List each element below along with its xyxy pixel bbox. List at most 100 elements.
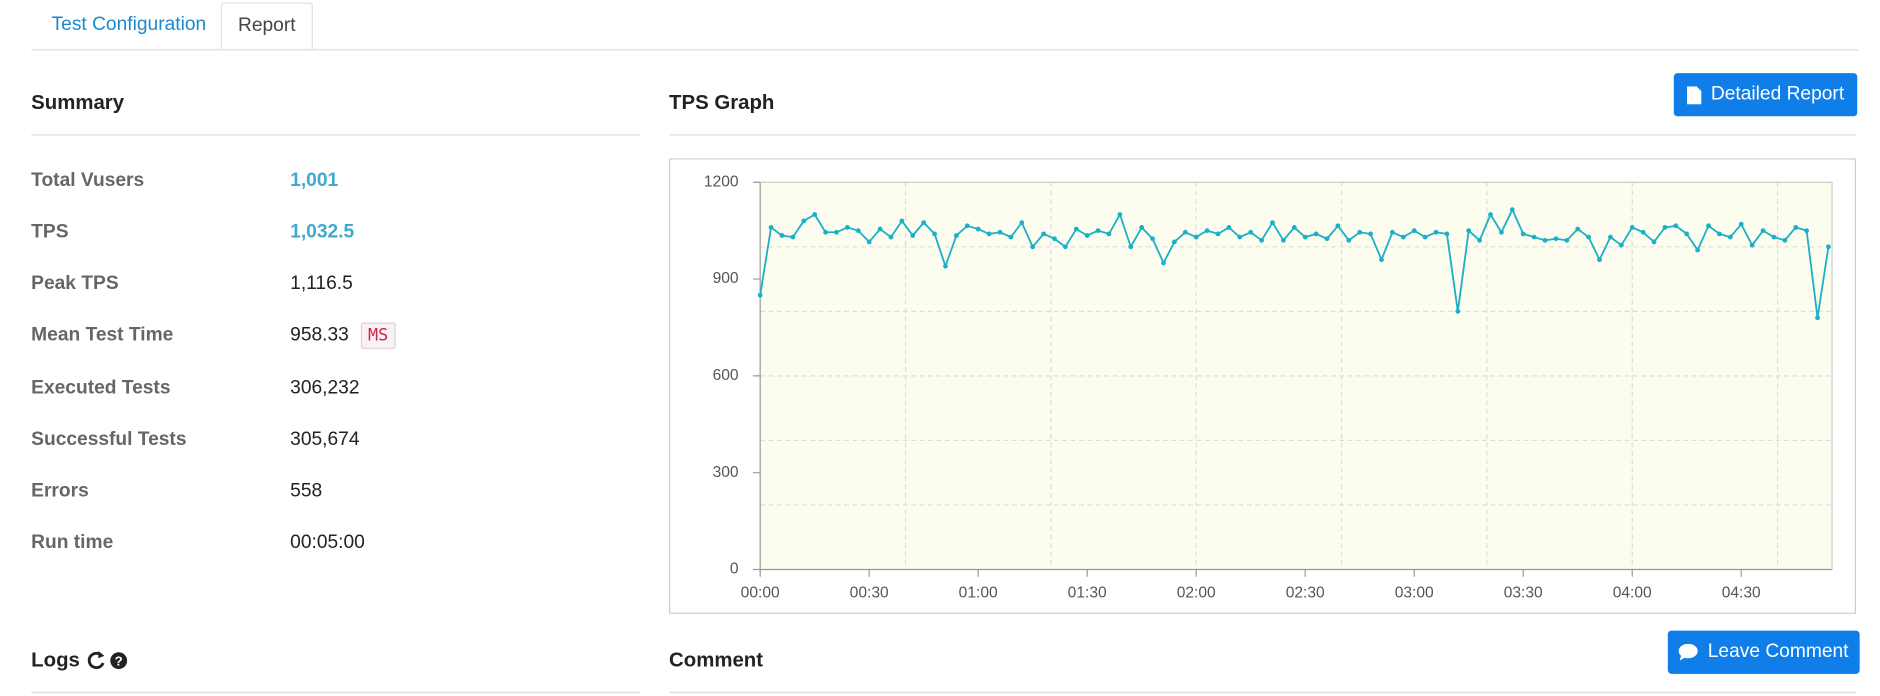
tps-point: [1422, 234, 1428, 240]
tps-point: [953, 233, 959, 238]
x-tick-label: 01:00: [959, 585, 998, 602]
summary-label: Peak TPS: [31, 273, 119, 294]
x-tick-label: 00:30: [850, 585, 889, 602]
y-tick-label: 900: [713, 270, 739, 287]
summary-value: 305,674: [290, 429, 359, 451]
tps-point: [1041, 231, 1046, 237]
y-tick-label: 1200: [704, 173, 739, 190]
tps-point: [1161, 260, 1166, 266]
button-label: Leave Comment: [1707, 641, 1849, 662]
x-tick-label: 01:30: [1068, 585, 1107, 602]
tps-point: [1117, 212, 1123, 217]
y-tick-label: 300: [713, 464, 739, 481]
tps-point: [1008, 234, 1014, 240]
tps-point: [844, 225, 850, 230]
summary-value: 1,032.5: [290, 222, 354, 244]
tps-point: [1553, 236, 1559, 242]
svg-text:?: ?: [115, 653, 123, 668]
tps-point: [1150, 236, 1155, 242]
x-tick-label: 00:00: [741, 585, 780, 602]
summary-label: Executed Tests: [31, 377, 171, 399]
tps-point: [1608, 234, 1613, 240]
tps-point: [1400, 234, 1406, 240]
tps-point: [1542, 237, 1548, 243]
value-text: 305,674: [290, 429, 360, 450]
section-title: TPS Graph: [669, 91, 775, 114]
tps-point: [1499, 229, 1504, 235]
tps-point: [1509, 207, 1515, 213]
tps-point: [1084, 233, 1090, 238]
tps-point: [1629, 225, 1635, 230]
tps-point: [1270, 220, 1275, 225]
tps-point: [1019, 220, 1025, 225]
tps-point: [1302, 234, 1308, 240]
tps-point: [834, 229, 839, 235]
tps-point: [1215, 231, 1221, 237]
tab-active[interactable]: Report: [220, 2, 313, 50]
summary-value: 958.33 MS: [290, 322, 396, 349]
tps-point: [1106, 231, 1112, 237]
tps-point: [768, 225, 774, 230]
x-tick-label: 03:00: [1395, 585, 1434, 602]
tps-point: [964, 223, 970, 229]
detailed-report-button[interactable]: Detailed Report: [1673, 73, 1858, 117]
summary-label: Successful Tests: [31, 429, 187, 450]
tps-point: [1368, 231, 1374, 237]
tps-point: [1727, 234, 1733, 240]
value-text: 958.33: [290, 324, 349, 346]
tps-point: [1128, 244, 1134, 250]
tps-point: [1706, 223, 1711, 229]
value-text: 306,232: [290, 377, 360, 399]
tps-point: [1052, 236, 1057, 242]
tps-point: [1520, 231, 1526, 237]
tps-point: [1324, 236, 1330, 242]
tps-point: [1073, 226, 1079, 232]
tps-point: [921, 220, 927, 225]
tps-point: [1062, 244, 1068, 250]
tps-point: [1248, 229, 1254, 235]
tps-point: [779, 233, 785, 238]
tps-point: [997, 229, 1003, 235]
summary-label: Errors: [31, 480, 89, 502]
section-title: Comment: [669, 648, 764, 672]
x-tick-label: 02:00: [1177, 585, 1216, 602]
tps-point: [790, 234, 796, 240]
tps-point: [1749, 242, 1755, 248]
value-text: 1,032.5: [290, 221, 355, 243]
tps-point: [1640, 229, 1646, 235]
leave-comment-button[interactable]: Leave Comment: [1667, 630, 1860, 674]
tps-point: [1804, 228, 1810, 234]
tab[interactable]: Test Configuration: [51, 14, 207, 35]
tps-point: [1226, 225, 1232, 230]
tps-point: [1477, 237, 1483, 243]
tps-point: [910, 233, 916, 238]
tps-point: [1444, 231, 1450, 237]
tps-point: [986, 231, 992, 237]
tps-point: [1826, 244, 1831, 250]
tps-point: [1379, 257, 1384, 263]
log-icons[interactable]: ?: [86, 650, 132, 672]
tps-point: [888, 234, 894, 240]
tab-divider: [31, 49, 1859, 51]
tps-point: [1139, 225, 1145, 230]
tps-point: [1335, 223, 1341, 229]
tps-point: [1204, 228, 1210, 234]
tps-point: [1673, 223, 1679, 229]
tps-point: [1259, 237, 1264, 243]
tps-point: [1662, 225, 1668, 230]
tps-point: [1695, 247, 1701, 253]
tps-point: [1390, 229, 1395, 235]
comment-icon: [1678, 643, 1699, 661]
tps-point: [1738, 221, 1744, 227]
summary-label: TPS: [31, 221, 69, 243]
tps-point: [1531, 234, 1537, 240]
summary-label: Run time: [31, 532, 114, 553]
tps-point: [877, 226, 883, 232]
summary-value: 1,116.5: [290, 273, 353, 295]
tps-point: [1095, 228, 1101, 234]
tps-chart: 0 300 600 900 1200 00:00 00:30 01:00 01:30 02:00 0…: [669, 158, 1857, 614]
tps-point: [812, 212, 818, 217]
tps-point: [1193, 234, 1199, 240]
